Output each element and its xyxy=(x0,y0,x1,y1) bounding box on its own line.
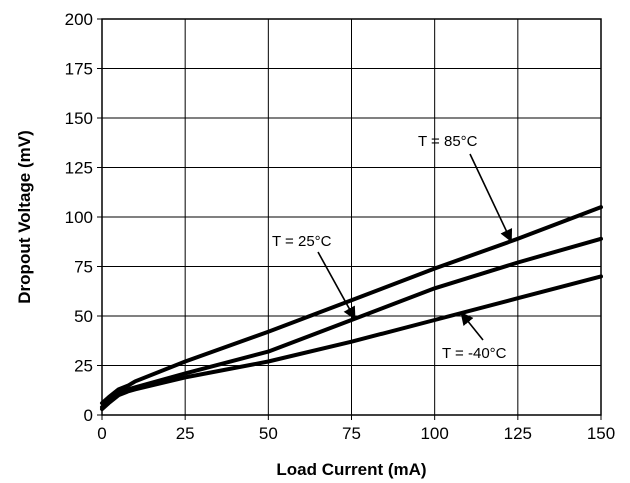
x-tick-label: 25 xyxy=(176,424,195,443)
y-tick-label: 150 xyxy=(65,109,93,128)
x-tick-label: 100 xyxy=(420,424,448,443)
y-tick-label: 0 xyxy=(84,406,93,425)
plot-frame xyxy=(101,18,602,416)
x-tick-label: 150 xyxy=(587,424,615,443)
x-axis-label: Load Current (mA) xyxy=(276,460,426,479)
x-tick-label: 50 xyxy=(259,424,278,443)
annotation-arrow xyxy=(317,251,356,320)
y-tick-label: 75 xyxy=(74,258,93,277)
y-tick-label: 25 xyxy=(74,357,93,376)
annotation-label: T = 25°C xyxy=(272,233,332,250)
y-tick-label: 50 xyxy=(74,307,93,326)
y-tick-label: 200 xyxy=(65,10,93,29)
y-tick-label: 175 xyxy=(65,60,93,79)
y-tick-label: 100 xyxy=(65,208,93,227)
x-tick-label: 125 xyxy=(504,424,532,443)
annotation-arrow xyxy=(460,311,484,341)
series-line-0 xyxy=(100,205,603,406)
annotation-label: T = -40°C xyxy=(442,345,507,362)
y-axis-label: Dropout Voltage (mV) xyxy=(15,130,34,303)
gridlines xyxy=(97,18,602,420)
annotations: T = 85°C T = 25°C T = -40°C xyxy=(272,133,513,362)
x-tick-label: 75 xyxy=(342,424,361,443)
annotation-arrow xyxy=(469,153,513,243)
tick-labels: 0 25 50 75 100 125 150 0 25 50 75 100 125 150 175 200 xyxy=(65,10,616,443)
annotation-label: T = 85°C xyxy=(418,133,478,150)
x-tick-label: 0 xyxy=(97,424,106,443)
y-tick-label: 125 xyxy=(65,159,93,178)
